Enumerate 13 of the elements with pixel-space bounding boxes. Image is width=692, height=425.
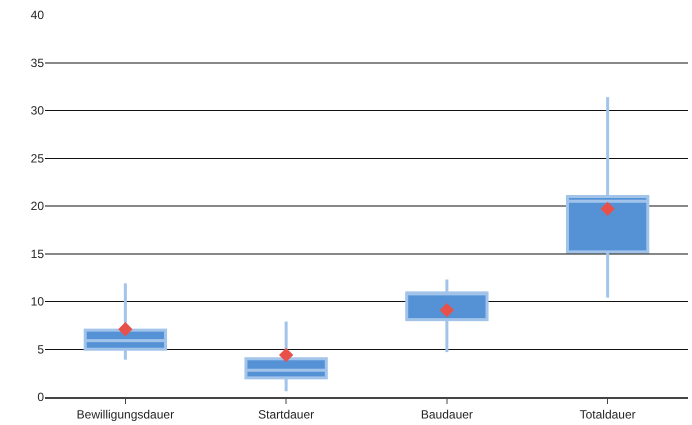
y-tick-label: 5	[37, 342, 44, 356]
y-tick-label: 30	[30, 104, 44, 118]
y-tick-label: 15	[30, 246, 44, 261]
x-tick-label: Totaldauer	[580, 407, 636, 422]
y-tick-label: 25	[30, 151, 44, 166]
y-tick-label: 40	[30, 8, 44, 22]
x-tick-label: Baudauer	[420, 407, 473, 422]
y-tick-label: 0	[37, 390, 44, 404]
x-tick-label: Startdauer	[258, 407, 314, 422]
y-tick-label: 20	[30, 199, 44, 214]
y-tick-label: 35	[30, 56, 44, 70]
x-tick-label: Bewilligungsdauer	[76, 407, 174, 422]
y-tick-label: 10	[30, 294, 44, 309]
